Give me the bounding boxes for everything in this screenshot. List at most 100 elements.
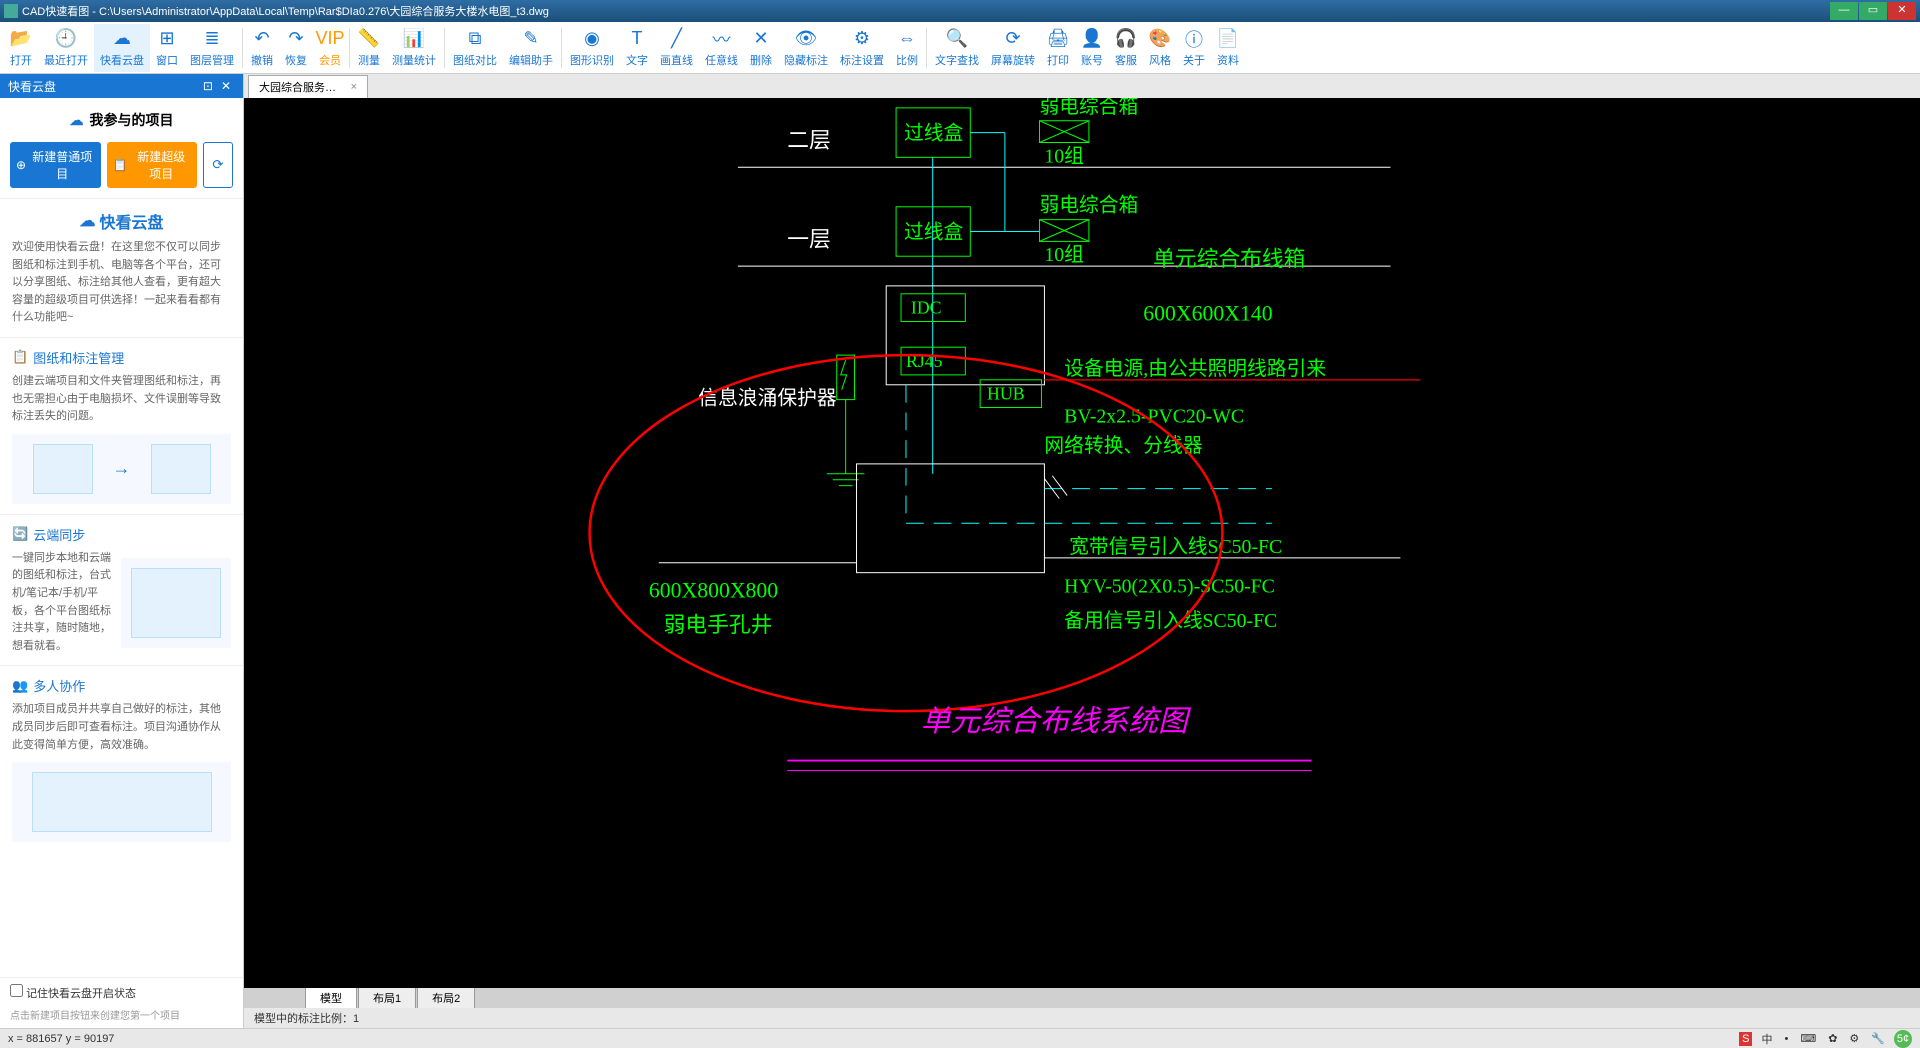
- toolbar-label: 窗口: [156, 52, 178, 68]
- toolbar-资料[interactable]: 📄资料: [1211, 24, 1245, 72]
- toolbar-图纸对比[interactable]: ⧉图纸对比: [447, 24, 503, 72]
- toolbar-label: 图纸对比: [453, 52, 497, 68]
- toolbar-测量统计[interactable]: 📊 测量统计: [386, 24, 442, 72]
- 标注设置-icon: ⚙: [851, 28, 873, 50]
- toolbar-label: 测量统计: [392, 52, 436, 68]
- svg-text:二层: 二层: [787, 128, 831, 152]
- window-title: CAD快速看图 - C:\Users\Administrator\AppData…: [22, 3, 549, 19]
- maximize-button[interactable]: ▭: [1859, 2, 1887, 20]
- tray-settings-icon[interactable]: ⚙: [1846, 1032, 1862, 1045]
- toolbar-label: 打印: [1047, 52, 1069, 68]
- toolbar-标注设置[interactable]: ⚙标注设置: [834, 24, 890, 72]
- ime-lang[interactable]: 中: [1758, 1031, 1775, 1047]
- close-button[interactable]: ✕: [1888, 2, 1916, 20]
- toolbar-客服[interactable]: 🎧客服: [1109, 24, 1143, 72]
- toolbar-label: 画直线: [660, 52, 693, 68]
- 风格-icon: 🎨: [1149, 28, 1171, 50]
- toolbar-label: 恢复: [285, 52, 307, 68]
- remember-label: 记住快看云盘开启状态: [26, 988, 136, 1000]
- svg-text:信息浪涌保护器: 信息浪涌保护器: [698, 388, 837, 410]
- svg-text:网络转换、分线器: 网络转换、分线器: [1044, 435, 1202, 457]
- layout-tab-模型[interactable]: 模型: [305, 987, 357, 1009]
- toolbar-恢复[interactable]: ↷恢复: [279, 24, 313, 72]
- svg-text:弱电手孔井: 弱电手孔井: [664, 613, 773, 637]
- cad-canvas[interactable]: 二层一层过线盒过线盒弱电综合箱10组弱电综合箱10组IDCRJ45HUB信息浪涌…: [244, 98, 1920, 988]
- toolbar-删除[interactable]: ✕删除: [744, 24, 778, 72]
- new-super-project-button[interactable]: 📋新建超级项目: [107, 142, 198, 188]
- 删除-icon: ✕: [750, 28, 772, 50]
- cloud-icon: ☁: [70, 112, 84, 129]
- svg-text:HUB: HUB: [987, 384, 1025, 404]
- sync-icon: 🔄: [12, 526, 28, 542]
- toolbar-编辑助手[interactable]: ✎编辑助手: [503, 24, 559, 72]
- toolbar-任意线[interactable]: 〰任意线: [699, 24, 744, 72]
- new-super-label: 新建超级项目: [131, 148, 191, 182]
- project-title-row: ☁ 我参与的项目: [0, 98, 243, 142]
- svg-text:600X600X140: 600X600X140: [1143, 302, 1272, 326]
- toolbar-关于[interactable]: ⓘ关于: [1177, 24, 1211, 72]
- document-tabs: 大园综合服务大楼水… ×: [244, 74, 1920, 98]
- toolbar-比例[interactable]: ⇔比例: [890, 24, 924, 72]
- 图形识别-icon: ◉: [581, 28, 603, 50]
- section2-body: 一键同步本地和云端的图纸和标注，台式机/笔记本/手机/平板，各个平台图纸标注共享…: [12, 550, 111, 656]
- toolbar-风格[interactable]: 🎨风格: [1143, 24, 1177, 72]
- tab-close-icon[interactable]: ×: [351, 81, 357, 93]
- toolbar-画直线[interactable]: ╱画直线: [654, 24, 699, 72]
- document-tab[interactable]: 大园综合服务大楼水… ×: [248, 75, 368, 98]
- toolbar-文字[interactable]: T文字: [620, 24, 654, 72]
- sync-button[interactable]: ⟳: [203, 142, 233, 188]
- toolbar-撤销[interactable]: ↶撤销: [245, 24, 279, 72]
- panel-close-icon[interactable]: ✕: [217, 79, 235, 93]
- doc-icon: 📋: [113, 158, 128, 172]
- toolbar-label: 编辑助手: [509, 52, 553, 68]
- cloud-logo-icon: ☁: [79, 211, 95, 231]
- 撤销-icon: ↶: [251, 28, 273, 50]
- remember-checkbox-row[interactable]: 记住快看云盘开启状态: [0, 977, 243, 1007]
- toolbar-文字查找[interactable]: 🔍文字查找: [929, 24, 985, 72]
- tray-tool-icon[interactable]: 🔧: [1868, 1032, 1888, 1045]
- project-title: 我参与的项目: [90, 110, 174, 130]
- toolbar-测量[interactable]: 📏测量: [352, 24, 386, 72]
- panel-pin-icon[interactable]: ⊡: [199, 79, 217, 93]
- new-project-button[interactable]: ⊕新建普通项目: [10, 142, 101, 188]
- tray-dot2[interactable]: ✿: [1825, 1032, 1840, 1045]
- svg-text:备用信号引入线SC50-FC: 备用信号引入线SC50-FC: [1064, 610, 1277, 632]
- svg-text:600X800X800: 600X800X800: [649, 578, 778, 602]
- tray-keyboard-icon[interactable]: ⌨: [1797, 1032, 1819, 1045]
- toolbar-打印[interactable]: 🖨打印: [1041, 24, 1075, 72]
- toolbar-快看云盘[interactable]: ☁快看云盘: [94, 24, 150, 72]
- svg-text:10组: 10组: [1044, 145, 1084, 167]
- 屏幕旋转-icon: ⟳: [1002, 28, 1024, 50]
- section3-image: [12, 762, 231, 842]
- toolbar-最近打开[interactable]: 🕘最近打开: [38, 24, 94, 72]
- toolbar-label: 资料: [1217, 52, 1239, 68]
- svg-text:IDC: IDC: [911, 298, 942, 318]
- toolbar-图层管理[interactable]: ≣图层管理: [184, 24, 240, 72]
- section2-image: [121, 558, 231, 648]
- 测量统计-icon: 📊: [403, 28, 425, 50]
- toolbar-会员[interactable]: VIP会员: [313, 24, 347, 72]
- toolbar-label: 快看云盘: [100, 52, 144, 68]
- layout-tab-布局2[interactable]: 布局2: [417, 987, 475, 1009]
- toolbar-打开[interactable]: 📂打开: [4, 24, 38, 72]
- ime-icon[interactable]: S: [1739, 1032, 1752, 1046]
- toolbar-图形识别[interactable]: ◉图形识别: [564, 24, 620, 72]
- section3-body: 添加项目成员并共享自己做好的标注，其他成员同步后即可查看标注。项目沟通协作从此变…: [12, 701, 231, 754]
- 窗口-icon: ⊞: [156, 28, 178, 50]
- layout-tab-布局1[interactable]: 布局1: [358, 987, 416, 1009]
- remember-checkbox[interactable]: [10, 984, 23, 997]
- toolbar-label: 会员: [319, 52, 341, 68]
- 比例-icon: ⇔: [896, 28, 918, 50]
- hint-text: 点击新建项目按钮来创建您第一个项目: [0, 1007, 243, 1028]
- toolbar-屏幕旋转[interactable]: ⟳屏幕旋转: [985, 24, 1041, 72]
- tray-dot1[interactable]: •: [1781, 1033, 1791, 1045]
- toolbar-窗口[interactable]: ⊞ 窗口: [150, 24, 184, 72]
- section1-image: →: [12, 434, 231, 504]
- toolbar-label: 测量: [358, 52, 380, 68]
- toolbar-隐藏标注[interactable]: 👁隐藏标注: [778, 24, 834, 72]
- toolbar-账号[interactable]: 👤账号: [1075, 24, 1109, 72]
- 关于-icon: ⓘ: [1183, 28, 1205, 50]
- toolbar-label: 最近打开: [44, 52, 88, 68]
- minimize-button[interactable]: —: [1830, 2, 1858, 20]
- tray-badge[interactable]: 5¢: [1894, 1030, 1912, 1048]
